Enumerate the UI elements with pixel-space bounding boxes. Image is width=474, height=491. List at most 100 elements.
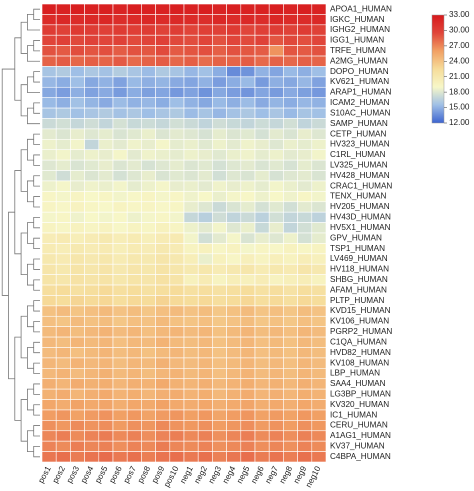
cell xyxy=(155,357,171,369)
cell xyxy=(240,170,256,182)
dendrogram-branch xyxy=(33,40,40,52)
cell xyxy=(70,232,85,244)
cell xyxy=(155,201,171,213)
cell xyxy=(311,128,327,140)
cell xyxy=(169,388,185,400)
cell xyxy=(240,24,256,36)
cell xyxy=(55,388,71,400)
cell xyxy=(155,420,171,432)
cell xyxy=(141,326,156,338)
cell xyxy=(226,451,242,463)
cell xyxy=(311,243,327,255)
cell xyxy=(311,34,327,46)
cell xyxy=(169,180,185,192)
row-label: CRAC1_HUMAN xyxy=(330,181,392,190)
cell xyxy=(126,170,142,182)
cell xyxy=(254,222,270,234)
cell xyxy=(41,315,57,327)
row-label: KV621_HUMAN xyxy=(330,77,389,86)
cell xyxy=(84,388,100,400)
cell xyxy=(70,97,85,109)
cell xyxy=(226,409,242,421)
cell xyxy=(41,451,57,463)
cell xyxy=(84,336,100,348)
cell xyxy=(226,399,242,411)
cell xyxy=(283,14,298,26)
dendrogram-branch xyxy=(33,102,40,114)
row-label: IGKC_HUMAN xyxy=(330,15,385,24)
row-label: KVD15_HUMAN xyxy=(330,306,391,315)
cell xyxy=(84,55,100,67)
cell xyxy=(197,107,213,119)
dendrogram-branch xyxy=(27,222,34,244)
cell xyxy=(311,253,327,265)
cell xyxy=(84,34,100,46)
cell xyxy=(112,66,128,78)
cell xyxy=(283,253,298,265)
cell xyxy=(155,388,171,400)
cell xyxy=(226,430,242,442)
cell xyxy=(297,14,313,26)
cell xyxy=(254,378,270,390)
cell xyxy=(197,368,213,380)
cell xyxy=(155,378,171,390)
cell xyxy=(226,128,242,140)
cell xyxy=(41,97,57,109)
cell xyxy=(41,368,57,380)
cell xyxy=(98,118,114,130)
cell xyxy=(197,274,213,286)
cell xyxy=(84,24,100,36)
cell xyxy=(212,336,227,348)
cell xyxy=(84,211,100,223)
cell xyxy=(268,149,284,161)
cell xyxy=(297,399,313,411)
cell xyxy=(41,3,57,15)
cell xyxy=(98,378,114,390)
cell xyxy=(183,24,199,36)
cell xyxy=(212,139,227,151)
cell xyxy=(254,420,270,432)
cell xyxy=(226,222,242,234)
cell xyxy=(212,451,227,463)
cell xyxy=(297,66,313,78)
cell xyxy=(283,222,298,234)
cell xyxy=(268,24,284,36)
cell xyxy=(98,357,114,369)
cell xyxy=(41,253,57,265)
cell xyxy=(98,34,114,46)
cell xyxy=(240,191,256,203)
row-label: C1QA_HUMAN xyxy=(330,337,387,346)
cell xyxy=(169,45,185,57)
cell xyxy=(268,45,284,57)
cell xyxy=(283,420,298,432)
cell xyxy=(226,243,242,255)
cell xyxy=(112,440,128,452)
cell xyxy=(240,3,256,15)
cell xyxy=(169,368,185,380)
row-label: HV118_HUMAN xyxy=(330,265,389,274)
cell xyxy=(240,180,256,192)
cell xyxy=(226,284,242,296)
cell xyxy=(212,315,227,327)
colorbar-tick-label: 24.00 xyxy=(449,56,470,65)
cell xyxy=(197,347,213,359)
cell xyxy=(226,24,242,36)
cell xyxy=(212,211,227,223)
cell xyxy=(98,222,114,234)
cell xyxy=(297,55,313,67)
cell xyxy=(98,420,114,432)
cell xyxy=(297,451,313,463)
cell xyxy=(240,388,256,400)
cell xyxy=(183,180,199,192)
cell xyxy=(297,191,313,203)
cell xyxy=(240,97,256,109)
cell xyxy=(268,159,284,171)
cell xyxy=(41,274,57,286)
cell xyxy=(70,139,85,151)
cell xyxy=(268,451,284,463)
cell xyxy=(212,295,227,307)
colorbar-tick-label: 15.00 xyxy=(449,103,470,112)
cell xyxy=(84,326,100,338)
cell xyxy=(297,378,313,390)
row-label: DOPO_HUMAN xyxy=(330,67,389,76)
